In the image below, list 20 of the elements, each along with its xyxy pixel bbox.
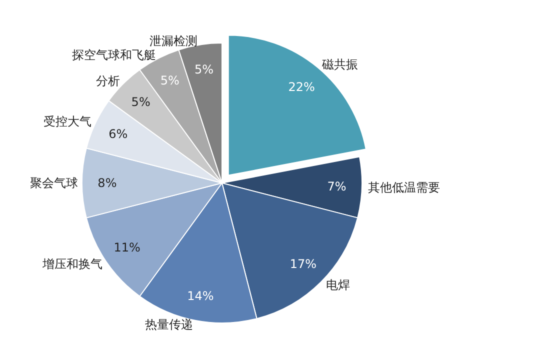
data-label: 5% [194,62,214,77]
slice-label: 探空气球和飞艇 [72,48,156,62]
data-label: 17% [290,257,317,272]
data-label: 14% [187,288,214,303]
slice-label: 磁共振 [321,57,358,72]
data-label: 8% [98,176,117,190]
data-label: 5% [131,94,150,109]
slice-label: 电焊 [326,278,350,292]
data-label: 6% [108,127,128,142]
data-label: 11% [114,240,140,255]
data-label: 5% [160,74,180,88]
data-label: 7% [327,180,346,194]
slice-label: 受控大气 [44,114,92,129]
slice-label: 其他低温需要 [368,180,440,195]
slice-label: 聚会气球 [30,176,78,190]
slice-label: 泄漏检测 [149,34,198,48]
slice-label: 增压和换气 [42,256,103,271]
slice-label: 分析 [96,74,120,88]
data-label: 22% [288,80,315,94]
slice-label: 热量传递 [145,317,194,332]
